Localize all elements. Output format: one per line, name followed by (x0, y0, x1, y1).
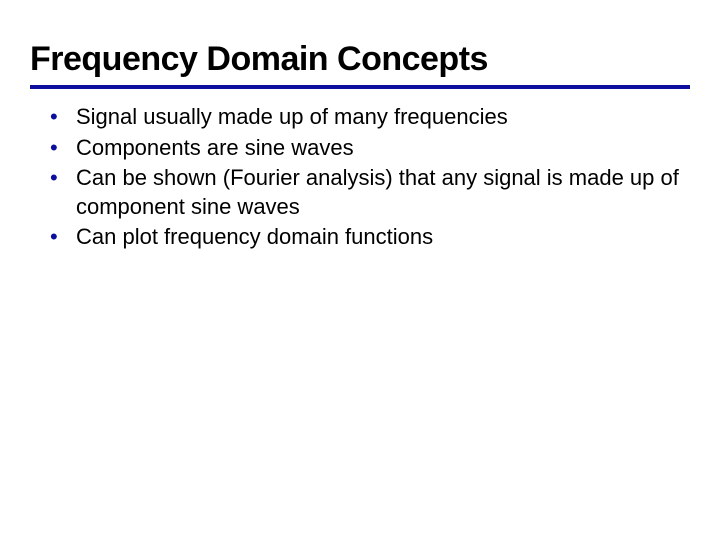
bullet-marker-icon: • (50, 164, 58, 193)
bullet-list: • Signal usually made up of many frequen… (30, 103, 690, 252)
list-item: • Can be shown (Fourier analysis) that a… (50, 164, 690, 221)
bullet-text: Can be shown (Fourier analysis) that any… (76, 165, 679, 219)
bullet-marker-icon: • (50, 223, 58, 252)
bullet-text: Signal usually made up of many frequenci… (76, 104, 508, 129)
bullet-marker-icon: • (50, 103, 58, 132)
list-item: • Signal usually made up of many frequen… (50, 103, 690, 132)
list-item: • Can plot frequency domain functions (50, 223, 690, 252)
bullet-text: Components are sine waves (76, 135, 354, 160)
slide-title: Frequency Domain Concepts (30, 40, 690, 89)
bullet-marker-icon: • (50, 134, 58, 163)
bullet-text: Can plot frequency domain functions (76, 224, 433, 249)
list-item: • Components are sine waves (50, 134, 690, 163)
